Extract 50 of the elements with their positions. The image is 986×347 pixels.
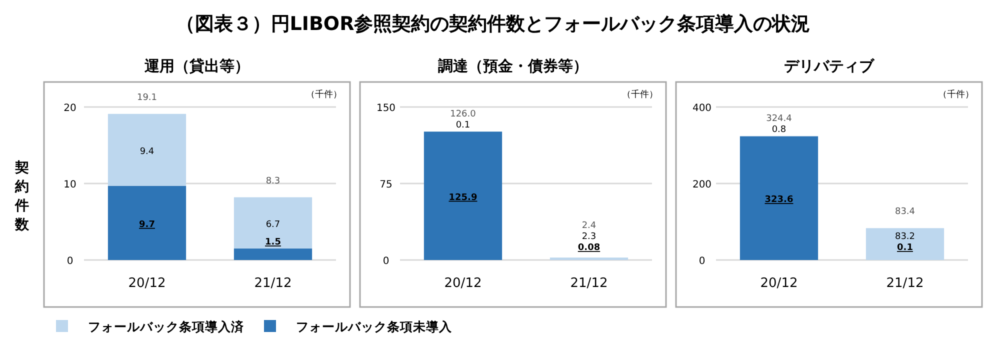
- text: （千件）: [938, 89, 974, 100]
- data-label: 9.4: [140, 146, 154, 157]
- chart-subtitle: 運用（貸出等）: [144, 57, 250, 75]
- legend-label: フォールバック条項未導入: [296, 319, 453, 334]
- data-label: 323.6: [764, 195, 794, 206]
- data-label: 0.8: [772, 124, 786, 135]
- text: （千件）: [622, 89, 658, 100]
- total-label: 324.4: [766, 114, 792, 124]
- bar: [424, 132, 502, 260]
- text: （図表３）円LIBOR参照契約の契約件数とフォールバック条項導入の状況: [176, 13, 810, 35]
- y-tick-label: 20: [64, 103, 76, 114]
- y-tick-label: 400: [692, 103, 712, 114]
- chart-subtitle: デリバティブ: [784, 57, 875, 75]
- data-label: 0.08: [578, 243, 600, 253]
- total-label: 8.3: [266, 176, 280, 186]
- y-tick-label: 200: [692, 180, 712, 190]
- bar: [234, 248, 312, 260]
- x-tick-label: 20/12: [760, 276, 798, 291]
- y-tick-label: 0: [66, 256, 74, 267]
- data-label: 0.1: [897, 243, 913, 253]
- legend-label: フォールバック条項導入済: [88, 319, 245, 334]
- data-label: 0.1: [456, 120, 470, 130]
- total-label: 19.1: [136, 92, 158, 103]
- chart-subtitle: 調達（預金・債券等）: [438, 57, 588, 75]
- total-label: 2.4: [582, 221, 596, 231]
- y-tick-label: 150: [376, 103, 396, 114]
- data-label: 9.7: [139, 220, 155, 230]
- bar: [740, 136, 818, 260]
- x-tick-label: 21/12: [254, 276, 292, 291]
- y-tick-label: 10: [64, 180, 76, 190]
- x-tick-label: 20/12: [444, 276, 482, 291]
- bar: [108, 114, 186, 186]
- data-label: 1.5: [265, 238, 281, 248]
- y-axis-title: 契約件数: [14, 160, 30, 233]
- bar: [234, 197, 312, 249]
- total-label: 126.0: [450, 109, 476, 120]
- data-label: 2.3: [582, 232, 596, 242]
- y-tick-label: 0: [382, 256, 390, 267]
- x-tick-label: 21/12: [570, 276, 608, 291]
- bar: [108, 186, 186, 260]
- total-label: 83.4: [894, 207, 916, 218]
- x-tick-label: 21/12: [886, 276, 924, 291]
- y-tick-label: 75: [380, 180, 392, 190]
- x-tick-label: 20/12: [128, 276, 166, 291]
- data-label: 6.7: [266, 220, 280, 230]
- data-label: 125.9: [448, 192, 478, 203]
- data-label: 83.2: [894, 232, 916, 242]
- text: （千件）: [306, 89, 342, 100]
- bar: [866, 228, 944, 260]
- y-tick-label: 0: [698, 256, 706, 267]
